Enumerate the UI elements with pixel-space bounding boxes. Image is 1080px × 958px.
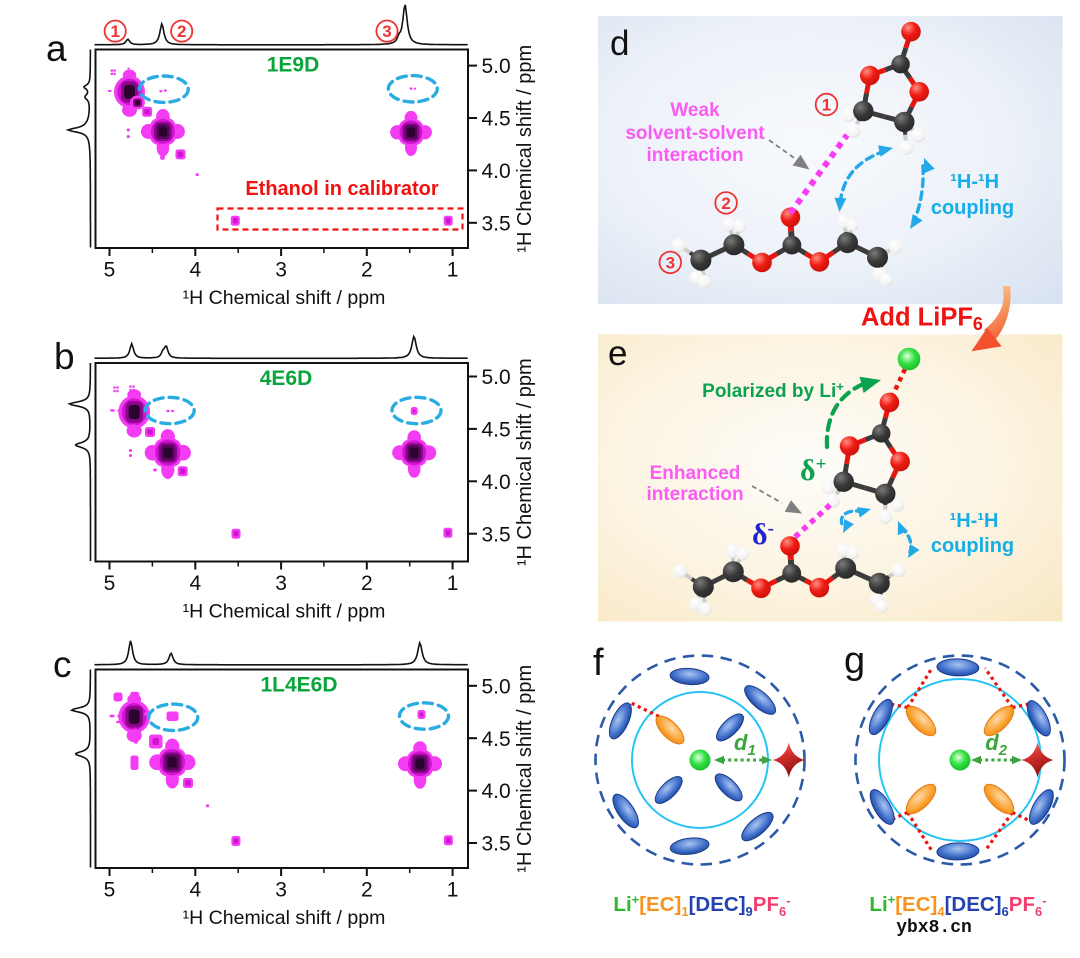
svg-text:4.5: 4.5 [482, 108, 511, 131]
svg-text:1: 1 [447, 259, 459, 282]
svg-text:b: b [54, 336, 75, 377]
svg-text:5: 5 [104, 879, 116, 902]
svg-text:5: 5 [104, 259, 116, 282]
svg-text:4.0: 4.0 [482, 471, 511, 494]
svg-text:d1: d1 [734, 730, 756, 759]
svg-text:2: 2 [361, 572, 373, 595]
svg-text:¹H Chemical shift / ppm: ¹H Chemical shift / ppm [514, 665, 536, 873]
svg-text:1L4E6D: 1L4E6D [260, 674, 337, 697]
svg-text:5.0: 5.0 [482, 55, 511, 78]
svg-text:d2: d2 [985, 730, 1007, 759]
svg-text:¹H Chemical shift / ppm: ¹H Chemical shift / ppm [183, 907, 386, 929]
svg-text:5: 5 [104, 572, 116, 595]
svg-text:ybx8.cn: ybx8.cn [896, 918, 972, 938]
svg-text:1: 1 [822, 96, 831, 115]
svg-text:2: 2 [721, 194, 730, 213]
svg-text:4.5: 4.5 [482, 728, 511, 751]
svg-text:g: g [844, 640, 865, 682]
svg-text:Add LiPF6: Add LiPF6 [861, 304, 983, 335]
svg-text:Weak: Weak [670, 100, 720, 121]
svg-text:Ethanol in calibrator: Ethanol in calibrator [245, 178, 439, 200]
svg-text:3: 3 [275, 879, 287, 902]
svg-text:3: 3 [382, 22, 391, 41]
svg-text:2: 2 [361, 879, 373, 902]
svg-text:Enhanced: Enhanced [650, 463, 741, 484]
svg-text:3: 3 [275, 259, 287, 282]
svg-text:Li+[EC]1[DEC]9PF6-: Li+[EC]1[DEC]9PF6- [613, 892, 790, 919]
svg-text:coupling: coupling [931, 197, 1014, 219]
svg-text:¹H-¹H: ¹H-¹H [950, 510, 999, 532]
svg-text:interaction: interaction [646, 145, 743, 166]
svg-text:d: d [610, 24, 629, 63]
svg-text:1: 1 [447, 879, 459, 902]
svg-text:3.5: 3.5 [482, 833, 511, 856]
svg-text:Li+[EC]4[DEC]6PF6-: Li+[EC]4[DEC]6PF6- [869, 892, 1046, 919]
svg-text:c: c [53, 644, 72, 685]
svg-text:1E9D: 1E9D [267, 54, 320, 77]
svg-text:4.0: 4.0 [482, 160, 511, 183]
svg-text:solvent-solvent: solvent-solvent [625, 123, 765, 144]
svg-text:5.0: 5.0 [482, 675, 511, 698]
svg-text:4.0: 4.0 [482, 780, 511, 803]
svg-text:4: 4 [189, 879, 201, 902]
svg-text:1: 1 [110, 22, 119, 41]
svg-text:coupling: coupling [931, 535, 1014, 557]
svg-text:¹H Chemical shift / ppm: ¹H Chemical shift / ppm [514, 45, 536, 253]
svg-text:δ+: δ+ [800, 454, 826, 487]
svg-text:1: 1 [447, 572, 459, 595]
svg-text:2: 2 [361, 259, 373, 282]
svg-text:e: e [608, 334, 627, 373]
svg-text:4: 4 [189, 259, 201, 282]
svg-text:3.5: 3.5 [482, 523, 511, 546]
svg-text:¹H Chemical shift / ppm: ¹H Chemical shift / ppm [183, 287, 386, 309]
svg-text:¹H Chemical shift / ppm: ¹H Chemical shift / ppm [514, 358, 536, 566]
svg-text:a: a [46, 28, 67, 69]
svg-text:f: f [593, 642, 604, 684]
svg-text:¹H-¹H: ¹H-¹H [950, 171, 999, 193]
svg-text:4.5: 4.5 [482, 419, 511, 442]
svg-text:Polarized by Li+: Polarized by Li+ [702, 379, 844, 402]
svg-text:¹H Chemical shift / ppm: ¹H Chemical shift / ppm [183, 601, 386, 623]
svg-text:4: 4 [189, 572, 201, 595]
svg-text:2: 2 [177, 22, 186, 41]
svg-text:4E6D: 4E6D [260, 367, 313, 390]
svg-text:3: 3 [666, 254, 675, 273]
svg-text:3.5: 3.5 [482, 212, 511, 235]
svg-text:5.0: 5.0 [482, 366, 511, 389]
svg-text:interaction: interaction [646, 484, 743, 505]
svg-text:3: 3 [275, 572, 287, 595]
